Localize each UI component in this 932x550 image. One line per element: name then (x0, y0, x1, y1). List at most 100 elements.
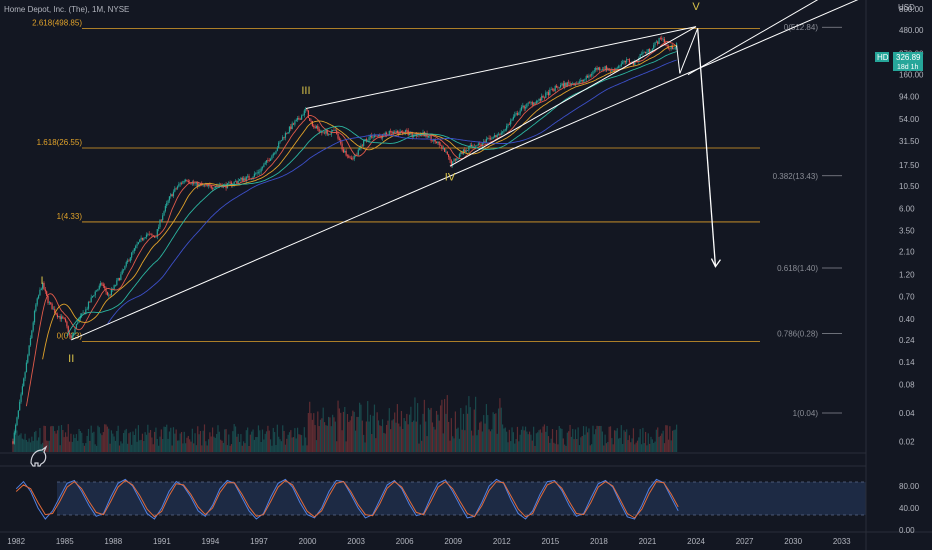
volume-bar (279, 439, 281, 452)
volume-bar (623, 430, 625, 452)
candle-body (425, 132, 427, 137)
candle-body (345, 150, 347, 156)
candle-body (377, 134, 380, 137)
volume-bar (329, 417, 331, 452)
volume-bar (36, 440, 38, 452)
candle-body (613, 70, 616, 71)
volume-bar (81, 432, 83, 452)
volume-bar (444, 399, 446, 452)
volume-bar (609, 426, 612, 452)
volume-bar (113, 436, 115, 452)
price-tick-label: 3.50 (899, 227, 915, 236)
candle-body (545, 92, 547, 98)
volume-bar (376, 412, 378, 452)
time-tick-label: 2027 (736, 537, 754, 546)
candle-body (460, 152, 462, 154)
candle-body (646, 51, 648, 54)
time-tick-label: 1985 (56, 537, 74, 546)
volume-bar (187, 435, 189, 452)
volume-bar (512, 432, 514, 452)
volume-bar (429, 409, 431, 452)
price-axis[interactable]: 800.00480.00270.00160.0094.0054.0031.501… (899, 5, 924, 446)
candle-body (477, 143, 479, 146)
volume-bar (619, 437, 621, 452)
candle-body (662, 39, 664, 40)
candle-body (109, 294, 111, 296)
candle-body (329, 134, 331, 135)
volume-bar (632, 428, 635, 452)
volume-bar (584, 434, 586, 452)
candle-body (599, 67, 601, 70)
volume-bar (334, 421, 336, 452)
stochastic-pane[interactable] (15, 478, 866, 520)
candle-body (356, 154, 358, 156)
candle-body (69, 332, 71, 335)
candle-body (589, 75, 591, 77)
volume-bar (430, 407, 432, 452)
fib-label: 1(4.33) (57, 212, 83, 221)
volume-bar (588, 428, 590, 452)
volume-bar (33, 432, 36, 452)
candle-body (233, 181, 235, 185)
volume-bar (676, 424, 678, 452)
candle-body (361, 145, 363, 147)
volume-bar (244, 443, 246, 452)
candle-body (626, 59, 628, 63)
candle-body (449, 156, 451, 161)
volume-bar (568, 431, 570, 452)
volume-bar (377, 420, 380, 452)
last-price-text: 326.89 (896, 53, 921, 62)
volume-bar (412, 420, 415, 452)
volume-bar (97, 425, 99, 452)
volume-bar (213, 436, 215, 452)
volume-bar (611, 438, 613, 452)
volume-bar (125, 428, 127, 452)
volume-bar (220, 439, 222, 452)
volume-bar (268, 430, 270, 452)
price-tick-label: 0.14 (899, 358, 915, 367)
candle-body (454, 159, 456, 161)
volume-bar (657, 427, 659, 452)
volume-bar (434, 429, 436, 452)
volume-bar (504, 427, 506, 452)
candle-body (511, 119, 513, 121)
candle-body (98, 285, 100, 290)
candle-body (238, 179, 241, 181)
volume-bar (442, 433, 444, 452)
candle-body (522, 105, 524, 107)
candle-body (91, 296, 94, 298)
candle-body (500, 132, 502, 135)
price-pane[interactable]: 2.618(498.85)1.618(26.55)1(4.33)0(0.23)0… (12, 0, 866, 445)
volume-bar (604, 434, 606, 452)
volume-bar (481, 431, 483, 452)
volume-bar (527, 434, 529, 452)
candle-body (438, 141, 440, 145)
candle-body (139, 239, 141, 243)
volume-bar (149, 430, 152, 452)
volume-bar (475, 396, 477, 452)
stoch-tick-label: 40.00 (899, 504, 920, 513)
time-axis[interactable]: 1982 1985 1988 1991 1994 1997 2000 2003 2006 2009… (7, 537, 851, 546)
candle-body (644, 51, 647, 54)
volume-bar (241, 445, 243, 452)
volume-bar (327, 416, 330, 452)
tradingview-logo-icon (30, 445, 48, 467)
volume-bar (256, 437, 258, 452)
volume-bar (461, 429, 463, 452)
candle-body (276, 147, 278, 151)
candle-body (143, 238, 145, 240)
volume-bar (653, 442, 655, 452)
candle-body (104, 286, 106, 288)
candle-body (153, 236, 156, 238)
volume-bar (75, 434, 77, 452)
volume-bar (16, 430, 18, 452)
volume-bar (503, 428, 505, 452)
candle-body (39, 289, 41, 296)
volume-bar (528, 431, 531, 452)
volume-bar (77, 440, 79, 452)
volume-bar (468, 396, 470, 452)
time-tick-label: 2015 (541, 537, 559, 546)
candle-body (612, 69, 614, 71)
volume-bar (403, 417, 405, 452)
